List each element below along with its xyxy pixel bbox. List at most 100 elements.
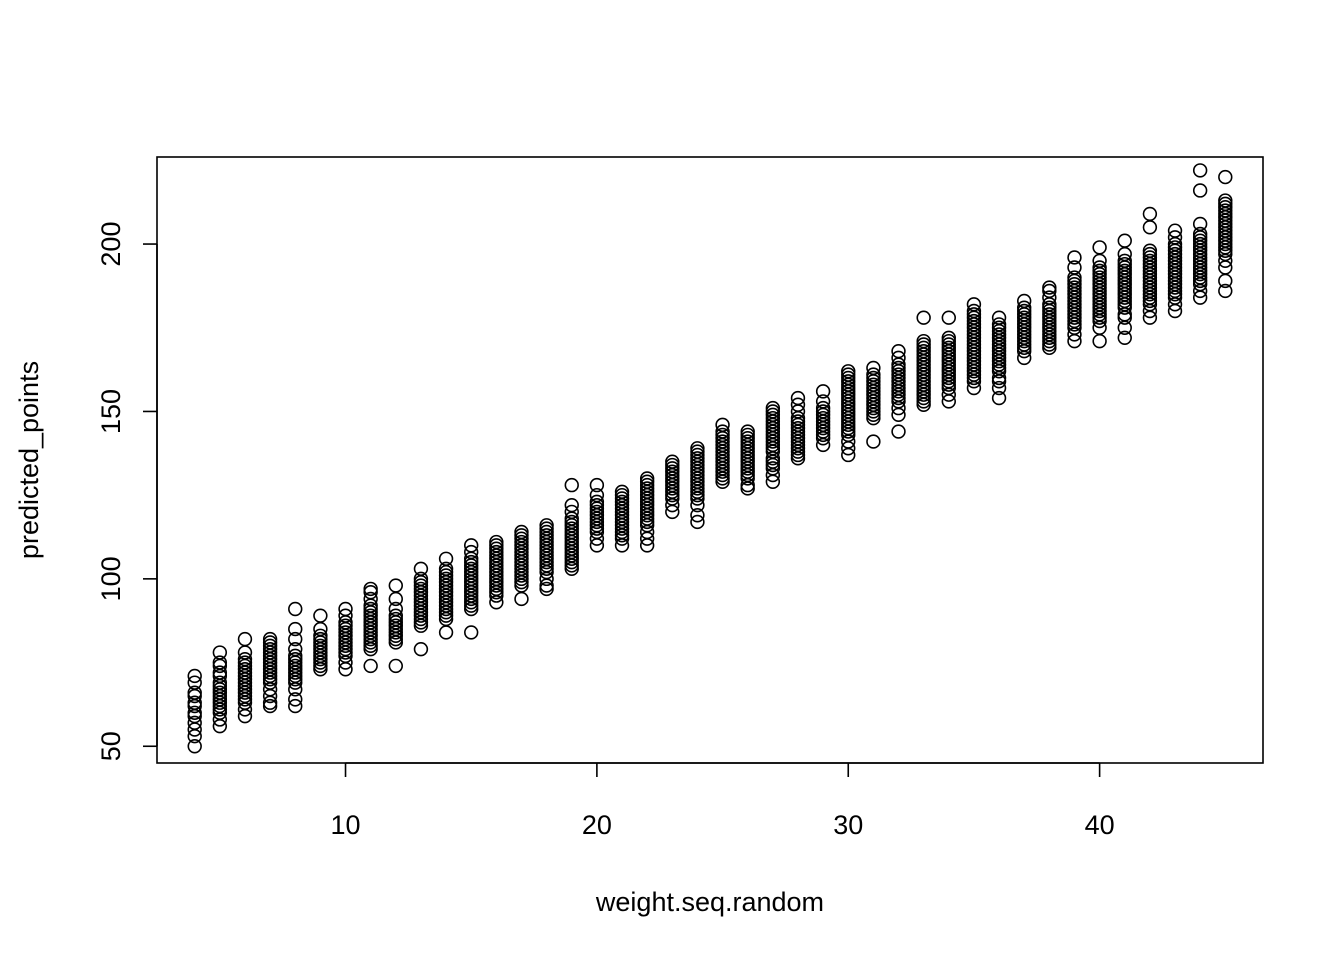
data-point	[589, 497, 605, 513]
data-point	[991, 310, 1007, 325]
data-point	[891, 360, 906, 376]
data-point	[1042, 300, 1057, 315]
data-point	[790, 390, 806, 406]
data-point	[740, 424, 755, 439]
data-point	[262, 635, 278, 650]
data-point	[1142, 246, 1158, 262]
data-point	[363, 581, 378, 597]
data-point	[639, 474, 655, 489]
data-point	[1017, 293, 1032, 309]
data-point	[1142, 253, 1158, 268]
data-point	[187, 739, 202, 754]
data-point	[288, 621, 303, 637]
data-point	[514, 591, 529, 607]
data-point	[1092, 263, 1107, 279]
data-point	[966, 313, 982, 329]
x-tick-label: 30	[833, 810, 863, 840]
data-point	[388, 658, 403, 674]
data-point	[187, 695, 202, 710]
data-point	[891, 350, 906, 366]
data-point	[1017, 303, 1032, 319]
data-point	[1192, 226, 1208, 242]
scatter-points	[187, 163, 1233, 754]
data-point	[212, 665, 228, 680]
data-point	[564, 504, 579, 520]
data-point	[690, 514, 705, 530]
data-point	[1218, 193, 1233, 208]
data-point	[815, 404, 831, 419]
data-point	[288, 631, 303, 647]
x-tick-label: 20	[582, 810, 612, 840]
data-point	[438, 568, 454, 583]
data-point	[388, 618, 403, 633]
data-point	[866, 434, 881, 449]
data-point	[413, 581, 429, 597]
data-point	[690, 508, 705, 523]
data-point	[1092, 240, 1107, 255]
data-point	[614, 484, 630, 500]
data-point	[765, 404, 781, 419]
data-point	[237, 652, 253, 667]
data-point	[916, 333, 931, 349]
data-point	[966, 303, 982, 319]
data-point	[991, 390, 1007, 406]
data-point	[539, 581, 554, 597]
data-point	[288, 641, 303, 657]
data-point	[966, 297, 982, 312]
data-point	[187, 668, 202, 684]
data-point	[313, 608, 328, 623]
data-point	[916, 310, 931, 325]
data-point	[413, 561, 429, 577]
data-point	[564, 497, 579, 513]
data-point	[589, 487, 605, 503]
data-point	[740, 434, 755, 449]
data-point	[388, 591, 403, 607]
data-point	[363, 658, 378, 674]
data-point	[288, 648, 303, 664]
data-point	[941, 340, 956, 356]
data-point	[765, 410, 781, 426]
data-point	[815, 384, 831, 399]
data-point	[1142, 250, 1158, 265]
data-point	[841, 364, 856, 379]
data-point	[539, 528, 554, 543]
x-axis-title: weight.seq.random	[595, 887, 824, 917]
data-point	[589, 494, 605, 510]
data-point	[464, 554, 479, 570]
data-point	[212, 655, 228, 670]
data-point	[639, 481, 655, 496]
data-point	[1117, 233, 1132, 248]
data-point	[288, 692, 303, 707]
data-point	[363, 601, 378, 617]
data-point	[841, 374, 856, 389]
data-point	[413, 571, 429, 587]
y-tick-label: 100	[96, 556, 126, 601]
data-point	[639, 477, 655, 493]
data-point	[1142, 220, 1158, 235]
y-axis: 50 100 150 200	[96, 222, 158, 761]
data-point	[438, 551, 454, 566]
data-point	[539, 518, 554, 533]
data-point	[991, 317, 1007, 332]
data-point	[288, 698, 303, 714]
data-point	[1067, 260, 1082, 275]
data-point	[690, 451, 705, 466]
data-point	[665, 464, 680, 479]
data-point	[489, 534, 504, 550]
data-point	[916, 337, 931, 352]
data-point	[1218, 203, 1233, 218]
data-point	[765, 407, 781, 423]
data-point	[665, 461, 680, 476]
data-point	[187, 705, 202, 720]
data-point	[1167, 246, 1183, 262]
data-point	[639, 471, 655, 486]
data-point	[1042, 280, 1057, 295]
data-point	[1142, 206, 1158, 222]
data-point	[715, 434, 730, 449]
data-point	[1218, 196, 1233, 212]
data-point	[790, 420, 806, 436]
data-point	[388, 608, 403, 623]
data-point	[1192, 183, 1208, 198]
y-tick-label: 50	[96, 731, 126, 761]
